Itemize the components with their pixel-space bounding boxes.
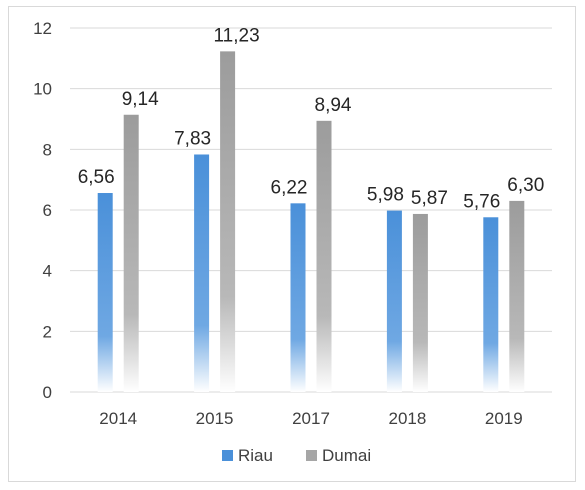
- legend-swatch-dumai: [306, 450, 317, 461]
- bar-dumai-2019: [509, 200, 525, 392]
- data-label: 6,30: [507, 175, 544, 196]
- x-tick-label: 2018: [388, 409, 426, 428]
- bar-dumai-2017: [316, 120, 332, 392]
- data-label: 6,22: [271, 177, 308, 198]
- data-labels: 6,56 9,14 7,83 11,23 6,22 8,94 5,98 5,87 5,76 6,3…: [78, 25, 545, 212]
- bars: [97, 51, 525, 393]
- bar-dumai-2018: [412, 213, 428, 392]
- y-tick-label: 8: [43, 140, 52, 159]
- data-label: 5,76: [463, 191, 500, 212]
- bar-dumai-2014: [123, 114, 139, 393]
- gridlines: [70, 27, 552, 393]
- legend-label-riau: Riau: [238, 446, 273, 465]
- data-label: 6,56: [78, 167, 115, 188]
- bar-riau-2018: [386, 210, 402, 392]
- bar-riau-2014: [97, 193, 113, 392]
- legend-label-dumai: Dumai: [322, 446, 371, 465]
- x-tick-label: 2015: [196, 409, 234, 428]
- x-tick-label: 2019: [485, 409, 523, 428]
- y-tick-label: 2: [43, 322, 52, 341]
- y-tick-label: 0: [43, 383, 52, 402]
- y-tick-label: 12: [33, 19, 52, 38]
- data-label: 11,23: [214, 25, 260, 46]
- x-tick-label: 2014: [99, 409, 137, 428]
- legend-swatch-riau: [222, 450, 233, 461]
- data-label: 9,14: [122, 89, 159, 110]
- y-tick-label: 10: [33, 80, 52, 99]
- x-tick-label: 2017: [292, 409, 330, 428]
- y-tick-label: 6: [43, 201, 52, 220]
- data-label: 5,87: [411, 188, 448, 209]
- data-label: 8,94: [315, 95, 352, 116]
- y-axis: 0 2 4 6 8 10 12: [33, 19, 52, 402]
- x-axis: 2014 2015 2017 2018 2019: [99, 409, 522, 428]
- bar-dumai-2015: [220, 51, 236, 393]
- bar-riau-2015: [194, 154, 210, 392]
- y-tick-label: 4: [43, 262, 52, 281]
- bar-riau-2019: [483, 217, 499, 392]
- data-label: 5,98: [367, 185, 404, 206]
- legend: Riau Dumai: [222, 446, 371, 465]
- bar-riau-2017: [290, 203, 306, 392]
- data-label: 7,83: [174, 128, 211, 149]
